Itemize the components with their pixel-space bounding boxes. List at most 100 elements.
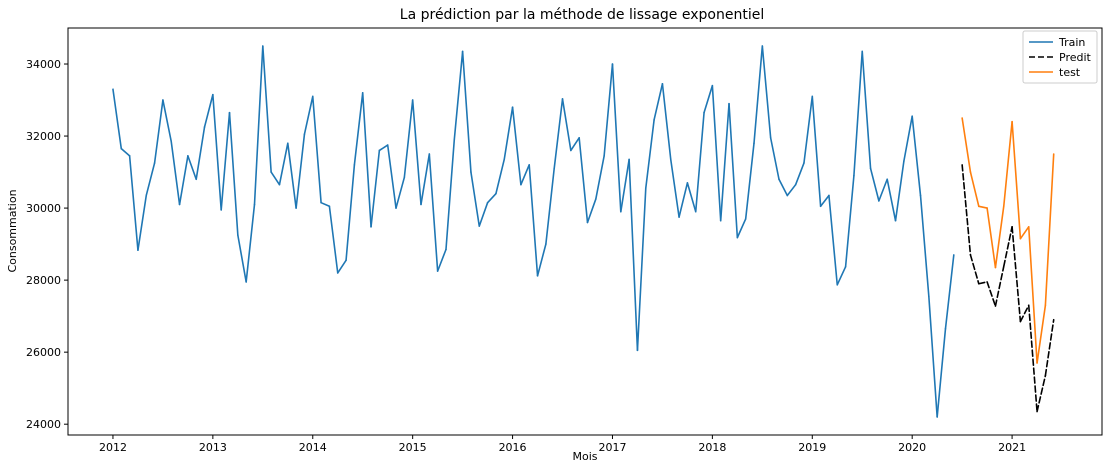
series-segment: [803, 95, 814, 164]
series-segment: [919, 194, 930, 298]
series-segment: [928, 295, 938, 418]
series-segment: [744, 142, 755, 220]
series-segment: [137, 194, 148, 252]
series-segment: [1036, 374, 1047, 413]
x-tick-label: 2017: [598, 441, 626, 454]
series-segment: [203, 93, 214, 128]
series-segment: [686, 182, 697, 213]
series-segment: [270, 171, 281, 186]
series-segment: [619, 158, 630, 213]
series-segment: [661, 83, 672, 161]
series-segment: [728, 102, 739, 239]
legend-item: test: [1029, 66, 1081, 79]
x-axis-label: Mois: [572, 450, 597, 463]
plot-frame: [67, 27, 1103, 436]
series-segment: [836, 265, 847, 286]
series-segment: [977, 205, 988, 209]
series-segment: [1044, 318, 1055, 377]
series-segment: [1027, 304, 1038, 413]
x-tick-label: 2018: [698, 441, 726, 454]
series-segment: [678, 182, 689, 218]
series-segment: [128, 155, 139, 252]
series-segment: [586, 198, 597, 224]
series-segment: [769, 137, 780, 181]
series-segment: [644, 119, 655, 190]
series-segment: [611, 63, 622, 213]
series-segment: [595, 155, 605, 200]
legend: Train Predit test: [1022, 30, 1098, 84]
series-segment: [1036, 304, 1047, 364]
x-tick-label: 2013: [199, 441, 227, 454]
series-segment: [237, 234, 247, 283]
series-segment: [1011, 226, 1022, 323]
series-segment: [703, 84, 714, 114]
series-segment: [486, 192, 497, 204]
series-segment: [520, 164, 531, 186]
series-segment: [403, 99, 414, 179]
series-segment: [1011, 120, 1022, 240]
series-segment: [320, 201, 331, 208]
series-segment: [903, 115, 913, 163]
series-segment: [503, 106, 514, 161]
series-segment: [336, 259, 347, 274]
series-segment: [212, 93, 222, 211]
series-segment: [794, 162, 805, 186]
series-segment: [961, 117, 972, 173]
series-segment: [120, 147, 131, 157]
series-segment: [861, 50, 872, 170]
series-segment: [994, 265, 1005, 307]
series-segment: [761, 45, 772, 139]
series-segment: [311, 95, 322, 204]
series-segment: [511, 106, 522, 186]
x-tick-label: 2014: [299, 441, 327, 454]
series-segment: [869, 167, 880, 202]
series-segment: [112, 88, 123, 150]
series-segment: [636, 187, 647, 352]
series-segment: [536, 243, 547, 277]
y-tick-label: 32000: [26, 130, 61, 143]
series-segment: [411, 99, 422, 206]
series-segment: [253, 45, 264, 206]
series-segment: [170, 140, 181, 206]
series-segment: [162, 99, 173, 143]
y-axis: 24000 26000 28000 30000 32000 34000: [26, 58, 68, 431]
series-segment: [994, 205, 1005, 269]
series-segment: [828, 194, 839, 286]
series-segment: [262, 45, 272, 173]
series-segment: [545, 167, 556, 245]
series-segment: [195, 126, 206, 181]
x-tick-label: 2021: [998, 441, 1026, 454]
series-segment: [378, 144, 389, 152]
x-axis: 2012 2013 2014 2015 2016 2017 2018 2019 2020 2021: [99, 435, 1026, 454]
series-train: [112, 45, 955, 418]
series-segment: [353, 92, 364, 166]
series-segment: [853, 50, 864, 177]
series-segment: [453, 50, 464, 141]
series-segment: [961, 164, 972, 256]
series-segment: [295, 133, 306, 209]
series-segment: [386, 144, 397, 209]
series-segment: [669, 158, 680, 218]
series-segment: [228, 111, 239, 236]
chart-title: La prédiction par la méthode de lissage …: [400, 7, 764, 23]
series-segment: [345, 164, 356, 262]
x-tick-label: 2015: [399, 441, 427, 454]
legend-item: Train: [1029, 36, 1085, 49]
x-tick-label: 2019: [798, 441, 826, 454]
series-segment: [445, 138, 456, 251]
series-segment: [395, 176, 406, 209]
series-segment: [603, 63, 614, 157]
series-segment: [553, 98, 564, 170]
series-segment: [1044, 153, 1055, 307]
series-segment: [220, 111, 231, 211]
series-segment: [1002, 120, 1013, 208]
series-segment: [436, 248, 447, 272]
series-segment: [420, 153, 431, 206]
series-segment: [153, 99, 164, 164]
series-segment: [178, 155, 189, 206]
series-segment: [977, 281, 988, 285]
series-segment: [361, 92, 372, 228]
series-segment: [528, 164, 539, 277]
series-test: [961, 117, 1055, 364]
